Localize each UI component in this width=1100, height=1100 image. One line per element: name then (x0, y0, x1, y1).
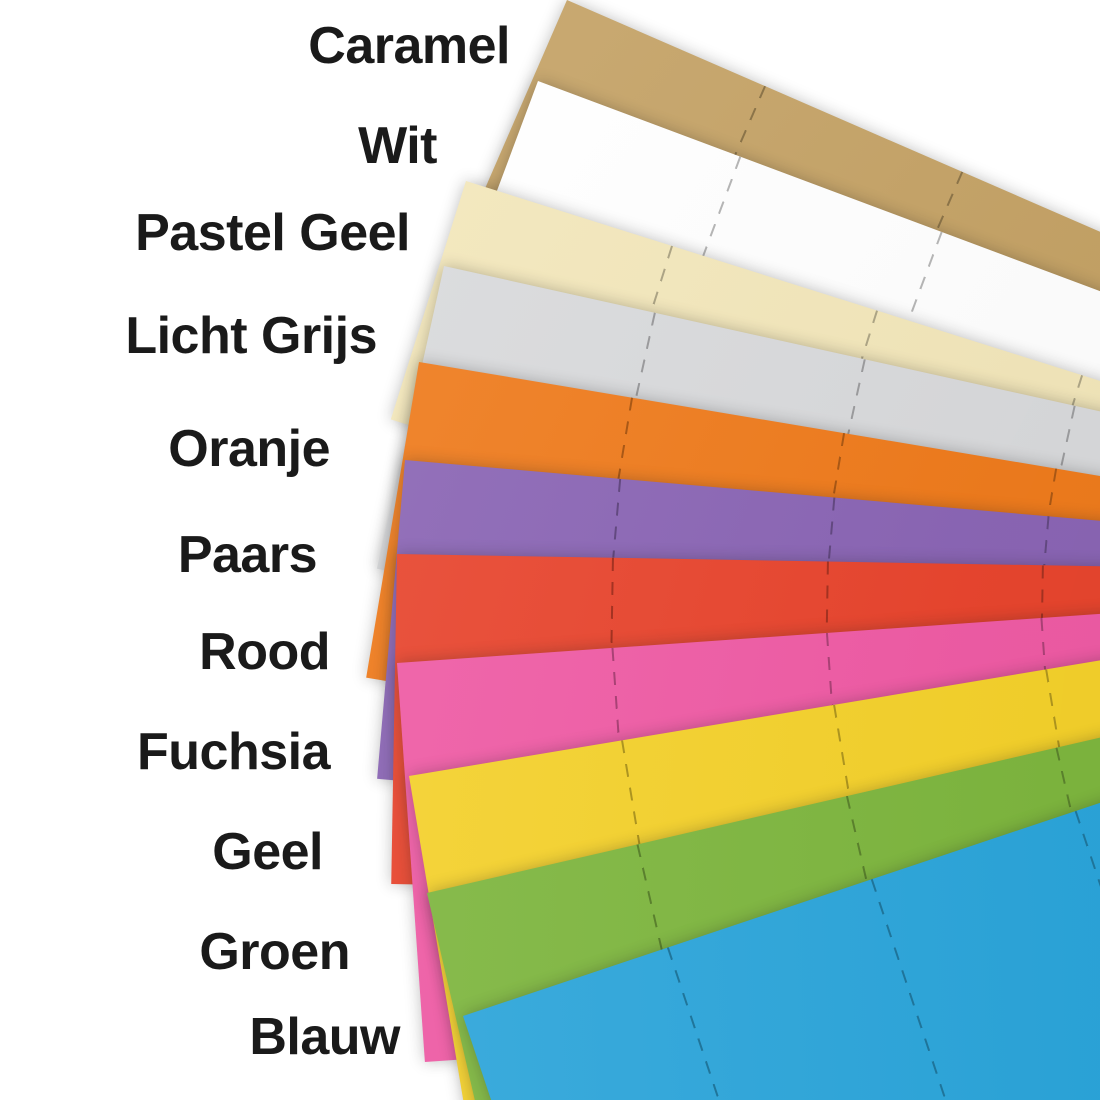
color-label-fuchsia: Fuchsia (137, 723, 331, 781)
color-label-rood: Rood (199, 623, 330, 681)
color-label-geel: Geel (212, 823, 323, 881)
perforation-line (1074, 810, 1100, 1100)
color-label-groen: Groen (199, 923, 350, 981)
color-label-pastel-geel: Pastel Geel (135, 204, 410, 262)
color-label-blauw: Blauw (249, 1008, 400, 1066)
color-label-paars: Paars (177, 526, 318, 584)
color-label-oranje: Oranje (168, 420, 330, 478)
perforation-line (870, 878, 1100, 1100)
color-label-licht-grijs: Licht Grijs (125, 307, 377, 365)
color-label-caramel: Caramel (308, 17, 510, 75)
perforation-line (666, 947, 898, 1100)
color-label-wit: Wit (358, 117, 437, 175)
